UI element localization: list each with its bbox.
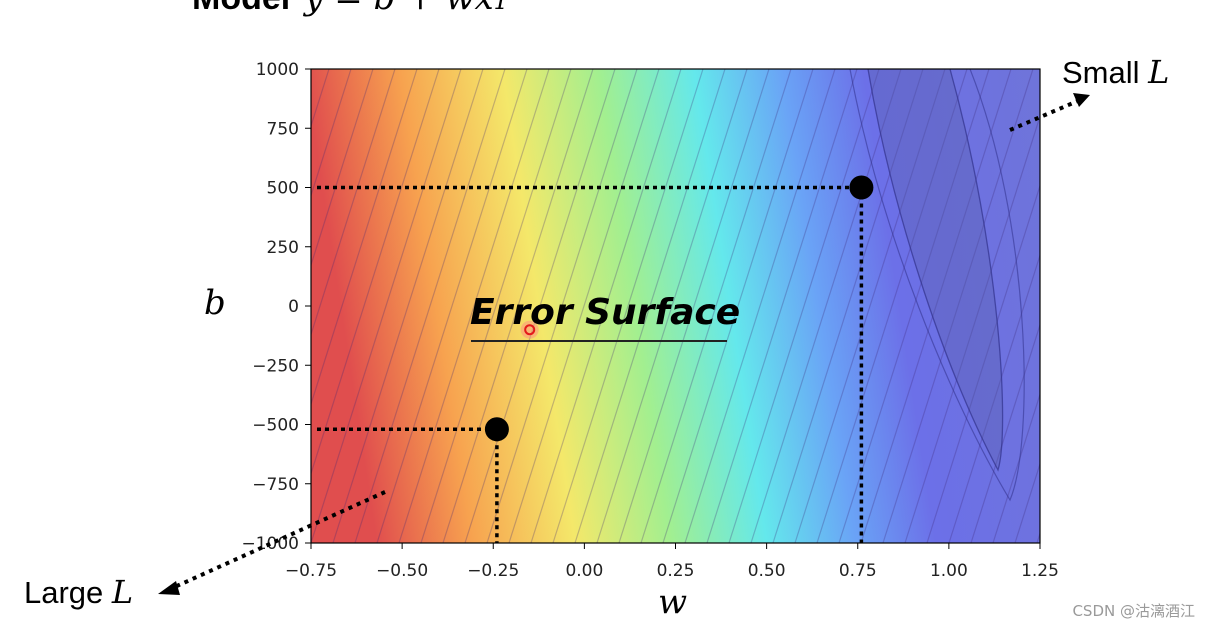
contour-line xyxy=(992,392,1040,543)
small-L-text: Small xyxy=(1062,55,1140,90)
x-tick-label: 0.00 xyxy=(565,561,603,581)
contour-line xyxy=(926,183,1040,543)
x-tick-label: 0.75 xyxy=(839,561,877,581)
contour-line xyxy=(1081,69,1209,543)
contour-line xyxy=(311,69,374,267)
minimum-contour xyxy=(849,69,1025,502)
small-L-callout: Small L xyxy=(1062,53,1169,91)
y-tick-label: 750 xyxy=(267,119,299,139)
contour-line xyxy=(882,69,1034,543)
large-L-text: Large xyxy=(24,575,104,610)
error-surface-underline xyxy=(471,340,727,342)
contour-line xyxy=(860,69,1012,543)
contour-line xyxy=(398,69,550,543)
x-tick-label: 1.00 xyxy=(930,561,968,581)
y-tick-label: 500 xyxy=(267,179,299,199)
contour-line xyxy=(311,69,396,337)
contour-line xyxy=(311,69,418,406)
contour-line xyxy=(948,253,1040,543)
small-L-point xyxy=(849,175,874,200)
contour-line xyxy=(552,69,704,543)
small-L-var: L xyxy=(1148,53,1170,91)
x-axis-label: w xyxy=(658,582,688,622)
large-L-var: L xyxy=(111,573,134,611)
contour-line xyxy=(464,69,616,543)
large-L-point xyxy=(484,417,509,442)
y-tick-label: −500 xyxy=(252,416,299,436)
contour-line xyxy=(750,69,902,543)
x-tick-label: 1.25 xyxy=(1021,561,1059,581)
contour-line xyxy=(794,69,946,543)
y-tick-label: −750 xyxy=(252,475,299,495)
contour-line xyxy=(442,69,594,543)
contour-line xyxy=(640,69,792,543)
contour-line xyxy=(772,69,924,543)
y-tick-label: −250 xyxy=(252,356,299,376)
watermark: CSDN @沽漓酒江 xyxy=(1072,602,1195,620)
contour-line xyxy=(508,69,660,543)
x-tick-label: −0.25 xyxy=(467,561,519,581)
model-title: Model y = b + wx₁ xyxy=(192,0,507,18)
large-L-callout: Large L xyxy=(24,573,133,611)
contour-line xyxy=(1036,531,1040,543)
contour-line xyxy=(486,69,638,543)
contour-lines xyxy=(311,69,1209,543)
contour-line xyxy=(838,69,990,543)
contour-line xyxy=(684,69,836,543)
large-L-arrow xyxy=(158,490,386,595)
guide-lines xyxy=(317,185,864,543)
y-tick-label: 250 xyxy=(267,238,299,258)
contour-line xyxy=(706,69,858,543)
y-tick-label: 1000 xyxy=(256,60,299,80)
contour-line xyxy=(311,69,462,543)
data-points xyxy=(484,175,874,442)
red-marker-glow xyxy=(520,320,539,339)
contour-line xyxy=(618,69,770,543)
x-tick-label: −0.75 xyxy=(285,561,337,581)
y-tick-label: 0 xyxy=(288,297,299,317)
contour-line xyxy=(311,69,440,476)
contour-line xyxy=(354,69,506,543)
contour-line xyxy=(1059,69,1209,543)
x-axis: −0.75 −0.50 −0.25 0.00 0.25 0.50 0.75 1.00 1.25 xyxy=(285,543,1059,581)
x-tick-label: −0.50 xyxy=(376,561,428,581)
contour-line xyxy=(376,69,528,543)
contour-line xyxy=(728,69,880,543)
model-equation: y = b + wx₁ xyxy=(304,0,507,18)
contour-line xyxy=(596,69,748,543)
contour-line xyxy=(332,69,484,543)
contour-line xyxy=(970,322,1040,543)
small-L-arrow xyxy=(1009,93,1090,132)
x-tick-label: 0.50 xyxy=(748,561,786,581)
contour-line xyxy=(530,69,682,543)
x-tick-label: 0.25 xyxy=(657,561,695,581)
model-label: Model xyxy=(192,0,290,17)
minimum-contour xyxy=(867,69,1004,472)
contour-line xyxy=(816,69,968,543)
contour-line xyxy=(574,69,726,543)
contour-line xyxy=(420,69,572,543)
red-marker xyxy=(524,324,536,336)
y-axis-label: b xyxy=(204,283,226,323)
error-surface-label: Error Surface xyxy=(470,292,741,333)
contour-line xyxy=(662,69,814,543)
contour-line xyxy=(904,114,1040,543)
contour-line xyxy=(311,69,352,198)
